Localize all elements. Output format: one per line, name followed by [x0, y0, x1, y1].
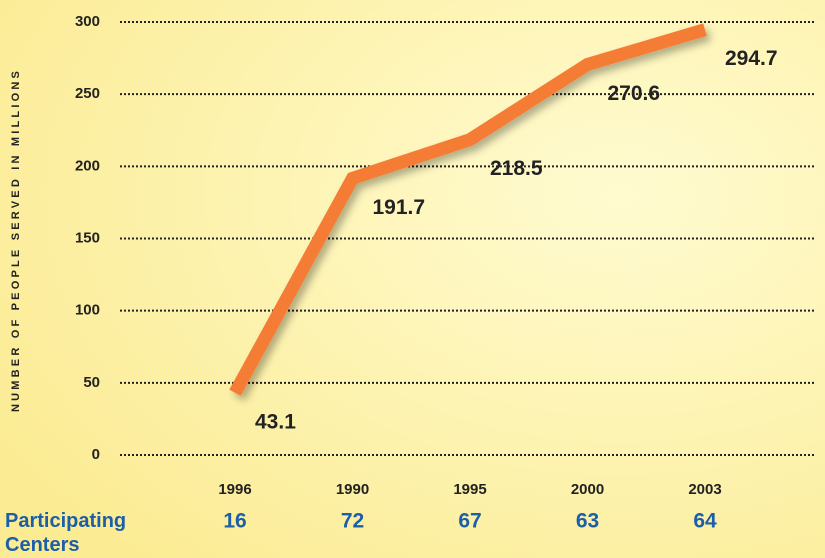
y-tick-label: 300	[75, 13, 100, 30]
y-tick-label: 250	[75, 85, 100, 102]
x-tick-label: 1995	[453, 481, 486, 498]
value-label: 270.6	[608, 82, 661, 105]
y-tick-label: 100	[75, 302, 100, 319]
x-tick-label: 1996	[218, 481, 251, 498]
centers-value: 64	[693, 510, 717, 533]
value-label: 218.5	[490, 157, 543, 180]
centers-value: 63	[576, 510, 599, 533]
x-tick-label: 1990	[336, 481, 369, 498]
data-line	[229, 23, 707, 396]
x-tick-label: 2000	[571, 481, 604, 498]
y-tick-label: 50	[83, 374, 100, 391]
centers-value: 72	[341, 510, 364, 533]
x-tick-label: 2003	[688, 481, 721, 498]
y-tick-label: 150	[75, 229, 100, 246]
y-axis-label: NUMBER OF PEOPLE SERVED IN MILLIONS	[10, 68, 22, 412]
value-label: 294.7	[725, 47, 778, 70]
centers-label: Participating Centers	[5, 510, 126, 556]
value-label: 191.7	[373, 196, 426, 219]
value-label: 43.1	[255, 410, 296, 433]
y-tick-label: 0	[92, 446, 100, 463]
centers-value: 16	[223, 510, 246, 533]
y-tick-label: 200	[75, 157, 100, 174]
centers-value: 67	[458, 510, 481, 533]
